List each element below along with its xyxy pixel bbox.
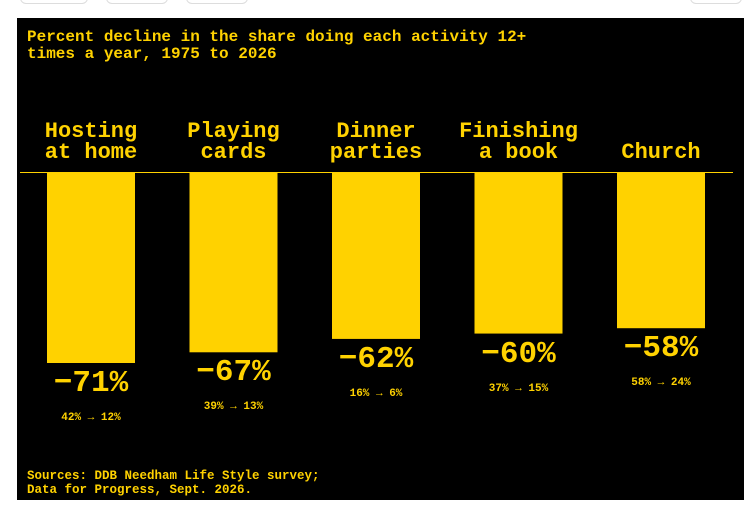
value-label: −67% [196,355,271,391]
category-label: Finishing a book [459,119,578,165]
bar [189,173,278,353]
value-label: −60% [481,336,556,372]
bar [47,173,135,363]
change-label: 39% → 13% [203,401,264,414]
category-label: Hosting at home [44,119,138,165]
bar [474,173,563,334]
chart-title: Percent decline in the share doing each … [27,28,527,63]
bar [332,173,420,339]
category-label: Dinner parties [329,119,423,165]
category-label: Playing cards [187,119,280,165]
change-label: 58% → 24% [631,377,691,390]
value-label: −62% [338,341,414,377]
change-label: 16% → 6% [349,387,403,400]
value-label: −71% [53,366,129,401]
category-label: Church [621,140,701,165]
value-label: −58% [623,331,699,367]
bar [617,173,705,329]
change-label: 42% → 12% [61,412,121,424]
sources: Sources: DDB Needham Life Style survey; … [27,469,320,497]
change-label: 37% → 15% [488,382,549,395]
